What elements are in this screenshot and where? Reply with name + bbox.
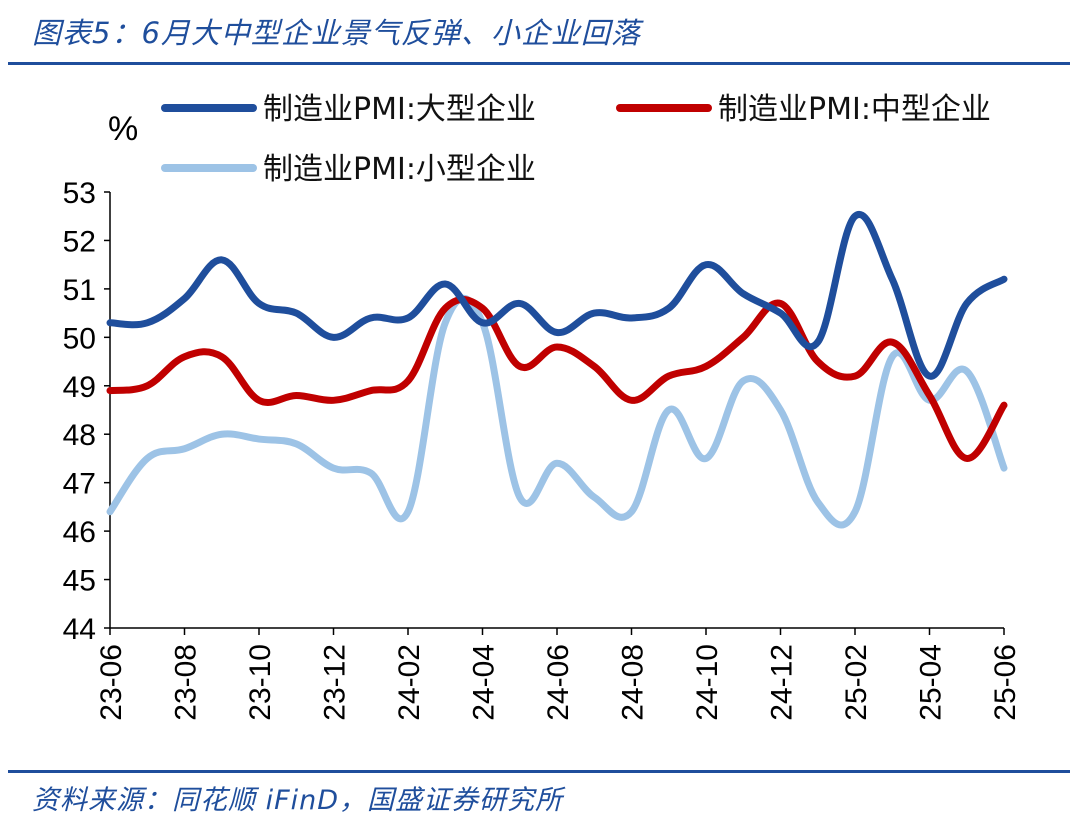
y-unit-label: % — [108, 110, 138, 148]
y-tick-label: 49 — [63, 371, 96, 404]
y-tick-label: 52 — [63, 225, 96, 258]
legend-item-small: 制造业PMI:小型企业 — [161, 152, 536, 187]
x-tick-label: 24-12 — [766, 644, 799, 721]
pmi-line-chart: 44 45 46 47 48 49 50 51 52 53% 23-06 23-08 23-10 23-1… — [63, 92, 1022, 721]
x-tick-label: 25-06 — [989, 644, 1022, 721]
legend-label: 制造业PMI:小型企业 — [263, 152, 536, 187]
y-tick-label: 46 — [63, 516, 96, 549]
series-line-medium — [106, 295, 1008, 462]
x-tick-label: 24-02 — [393, 644, 426, 721]
legend-item-large: 制造业PMI:大型企业 — [161, 92, 536, 127]
y-tick-label: 44 — [63, 613, 96, 646]
x-tick-label: 24-08 — [617, 644, 650, 721]
legend-label: 制造业PMI:大型企业 — [263, 92, 536, 127]
x-tick-label: 24-10 — [691, 644, 724, 721]
legend-label: 制造业PMI:中型企业 — [718, 92, 991, 127]
source-note: 资料来源：同花顺 iFinD，国盛证券研究所 — [32, 785, 564, 816]
x-tick-label: 24-04 — [468, 644, 501, 721]
y-tick-label: 45 — [63, 565, 96, 598]
x-tick-label: 25-02 — [840, 644, 873, 721]
bottom-divider — [8, 770, 1070, 773]
y-tick-label: 48 — [63, 419, 96, 452]
y-tick-label: 53 — [63, 177, 96, 210]
y-tick-label: 47 — [63, 468, 96, 501]
x-tick-label: 25-04 — [915, 644, 948, 721]
x-tick-label: 23-10 — [244, 644, 277, 721]
series-line-large — [106, 210, 1008, 380]
chart-axes: 44 45 46 47 48 49 50 51 52 53% 23-06 23-08 23-10 23-1… — [63, 110, 1022, 721]
chart-series — [106, 210, 1008, 529]
top-divider — [8, 62, 1070, 65]
series-line-small — [106, 294, 1008, 529]
y-tick-label: 51 — [63, 274, 96, 307]
x-tick-label: 23-08 — [170, 644, 203, 721]
x-tick-label: 24-06 — [542, 644, 575, 721]
y-tick-label: 50 — [63, 322, 96, 355]
legend-item-medium: 制造业PMI:中型企业 — [616, 92, 991, 127]
x-tick-label: 23-12 — [319, 644, 352, 721]
x-tick-label: 23-06 — [95, 644, 128, 721]
figure-caption: 图表5：6月大中型企业景气反弹、小企业回落 — [32, 16, 641, 50]
